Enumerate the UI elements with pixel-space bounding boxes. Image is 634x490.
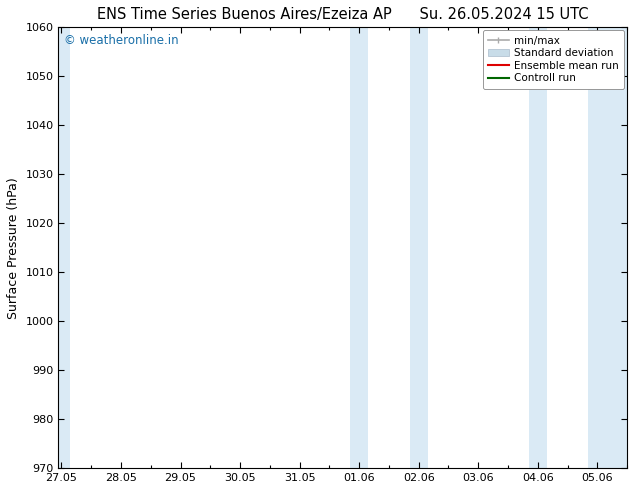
Bar bbox=[410, 27, 427, 468]
Title: ENS Time Series Buenos Aires/Ezeiza AP      Su. 26.05.2024 15 UTC: ENS Time Series Buenos Aires/Ezeiza AP S… bbox=[97, 7, 588, 22]
Bar bbox=[529, 27, 547, 468]
Legend: min/max, Standard deviation, Ensemble mean run, Controll run: min/max, Standard deviation, Ensemble me… bbox=[482, 30, 624, 89]
Y-axis label: Surface Pressure (hPa): Surface Pressure (hPa) bbox=[7, 177, 20, 318]
Bar bbox=[350, 27, 368, 468]
Bar bbox=[588, 27, 627, 468]
Text: © weatheronline.in: © weatheronline.in bbox=[64, 34, 179, 47]
Bar bbox=[58, 27, 70, 468]
